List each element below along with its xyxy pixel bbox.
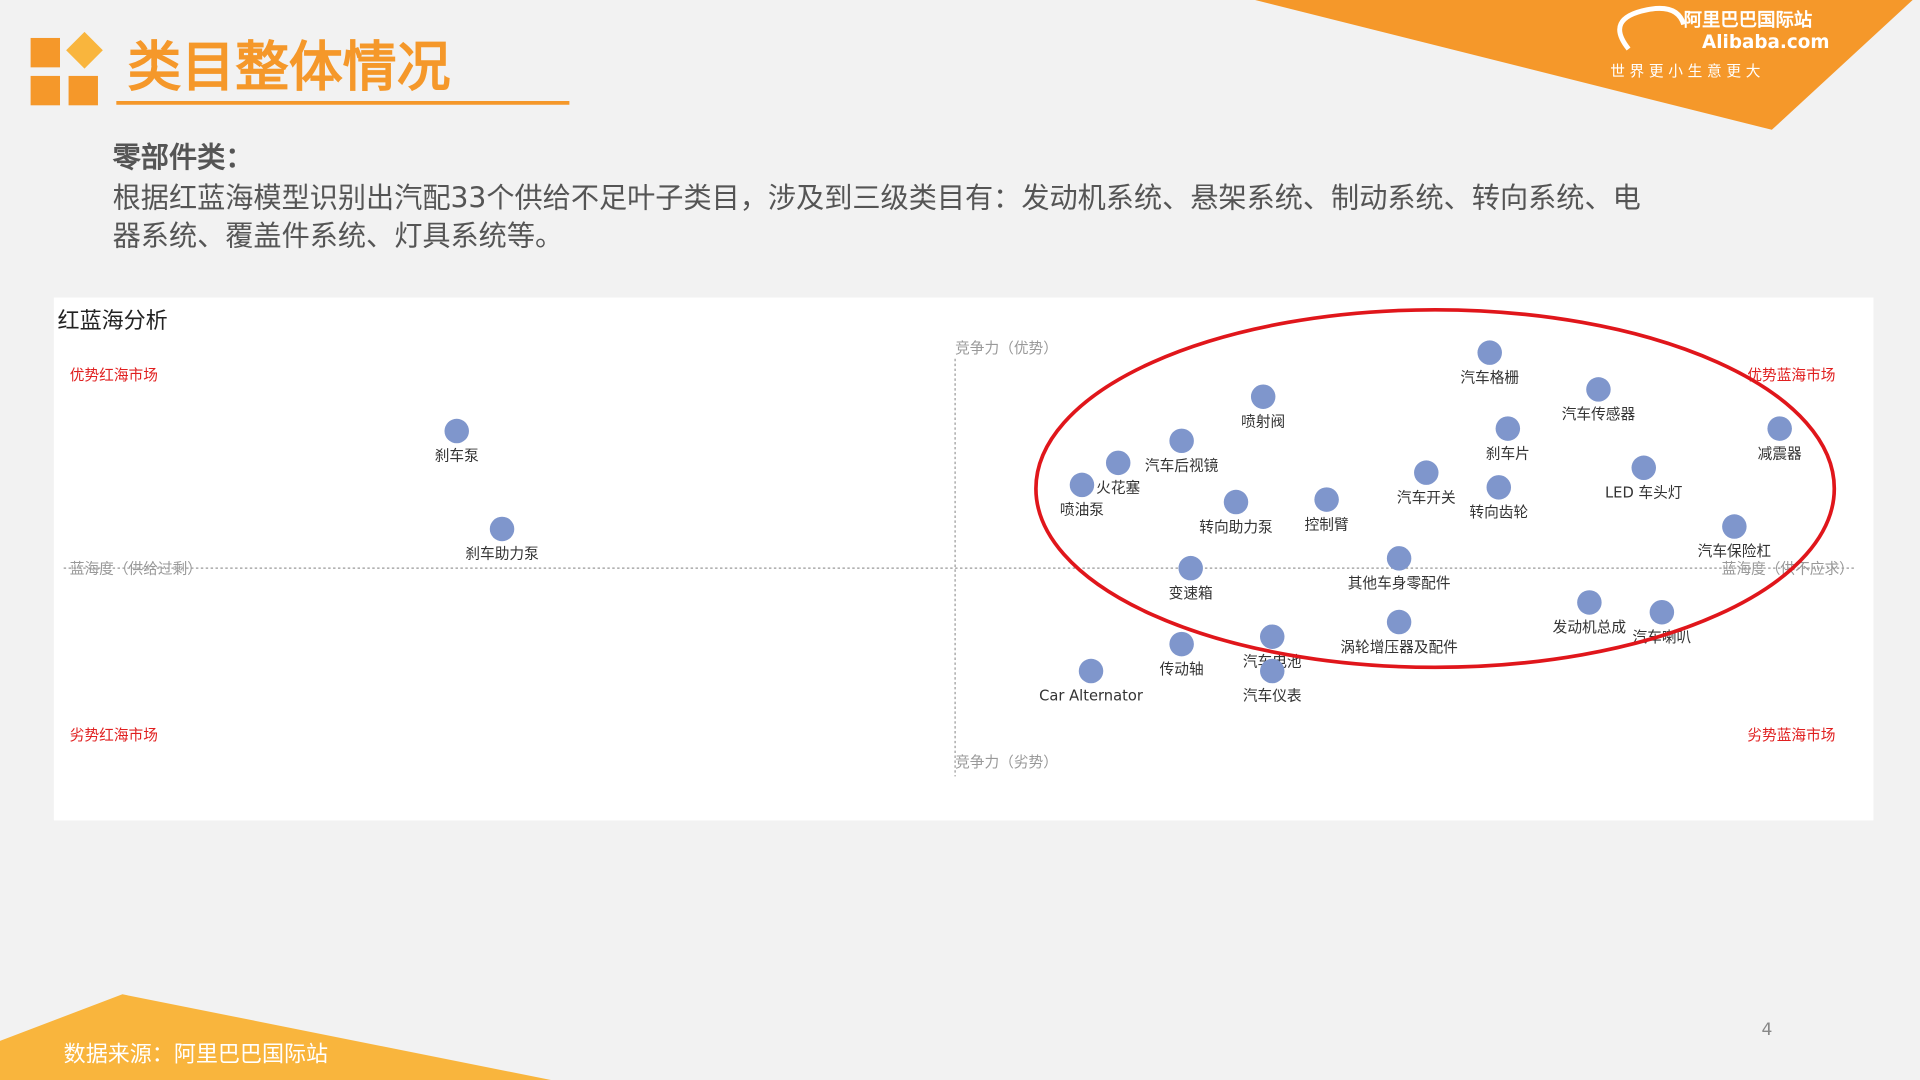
point-label: 变速箱 — [1169, 585, 1213, 602]
body-heading: 零部件类： — [113, 141, 254, 174]
chart-title: 红蓝海分析 — [58, 309, 168, 334]
point-label: 刹车片 — [1486, 445, 1530, 462]
body-text: 根据红蓝海模型识别出汽配33个供给不足叶子类目，涉及到三级类目有：发动机系统、悬… — [113, 182, 1641, 215]
point — [1250, 384, 1276, 409]
quadrant-label: 优势蓝海市场 — [1747, 367, 1835, 384]
point-label: Car Alternator — [1039, 688, 1144, 705]
point — [1386, 609, 1412, 635]
point — [1386, 546, 1412, 571]
point — [1223, 489, 1249, 515]
y-axis-label: 竞争力（劣势） — [955, 753, 1058, 771]
icon-square — [30, 75, 60, 106]
highlight-ellipse — [1034, 307, 1837, 670]
point-label: 发动机总成 — [1553, 619, 1627, 636]
point-label: 汽车保险杠 — [1698, 543, 1772, 560]
point — [1260, 658, 1285, 684]
point-label: 转向助力泵 — [1199, 519, 1273, 536]
point-label: 涡轮增压器及配件 — [1340, 639, 1458, 656]
footer-banner — [0, 994, 552, 1080]
x-axis-label: 蓝海度（供不应求） — [1722, 559, 1854, 577]
quadrant-label: 优势红海市场 — [70, 367, 158, 384]
y-axis-label: 竞争力（优势） — [955, 339, 1058, 357]
icon-diamond — [66, 31, 103, 69]
point-label: 汽车传感器 — [1562, 406, 1636, 423]
point — [1069, 472, 1095, 498]
point-label: 汽车格栅 — [1460, 369, 1519, 386]
point-label: 汽车仪表 — [1243, 688, 1302, 705]
point — [1169, 428, 1194, 454]
point — [1169, 631, 1194, 657]
point-label: 其他车身零配件 — [1348, 575, 1451, 592]
point-label: 火花塞 — [1096, 479, 1140, 497]
chart-panel — [53, 297, 1874, 821]
point — [1631, 455, 1656, 480]
quadrant-label: 劣势红海市场 — [70, 727, 158, 744]
point — [1649, 600, 1675, 625]
point-label: 控制臂 — [1305, 516, 1349, 533]
icon-square — [68, 75, 98, 106]
source: 数据来源：阿里巴巴国际站 — [64, 1043, 328, 1068]
point-label: 汽车后视镜 — [1145, 457, 1219, 475]
point — [1486, 475, 1512, 500]
logo-en: Alibaba.com — [1702, 32, 1829, 53]
point-label: LED 车头灯 — [1605, 484, 1683, 501]
point — [1414, 460, 1439, 485]
point-label: 转向齿轮 — [1469, 504, 1528, 521]
point-label: 刹车泵 — [435, 448, 479, 465]
point — [1178, 555, 1203, 581]
point — [1260, 624, 1285, 649]
point — [1722, 514, 1747, 539]
point — [1767, 416, 1792, 441]
page-title: 类目整体情况 — [127, 36, 450, 99]
point-label: 汽车开关 — [1397, 489, 1456, 506]
point — [1477, 340, 1502, 365]
point-label: 传动轴 — [1160, 661, 1204, 678]
icon-square — [30, 37, 60, 68]
point — [1586, 377, 1611, 402]
body-text: 器系统、覆盖件系统、灯具系统等。 — [113, 220, 564, 253]
point — [1577, 590, 1602, 615]
point-label: 喷射阀 — [1241, 413, 1285, 430]
point — [489, 516, 515, 542]
point-label: 减震器 — [1758, 445, 1802, 462]
point — [1078, 658, 1104, 684]
logo-mark — [1617, 5, 1687, 51]
point — [1495, 416, 1521, 441]
point — [444, 418, 469, 444]
point-label: 喷油泵 — [1060, 502, 1104, 519]
point-label: 刹车助力泵 — [465, 546, 539, 563]
x-axis-label: 蓝海度（供给过剩） — [70, 560, 202, 577]
quadrant-label: 劣势蓝海市场 — [1747, 727, 1835, 744]
point — [1314, 487, 1339, 512]
page-number: 4 — [1761, 1020, 1772, 1040]
corner-banner — [1255, 0, 1913, 130]
slogan: 世 界 更 小 生 意 更 大 — [1610, 62, 1760, 80]
point — [1105, 450, 1131, 476]
logo-cn: 阿里巴巴国际站 — [1684, 9, 1813, 31]
